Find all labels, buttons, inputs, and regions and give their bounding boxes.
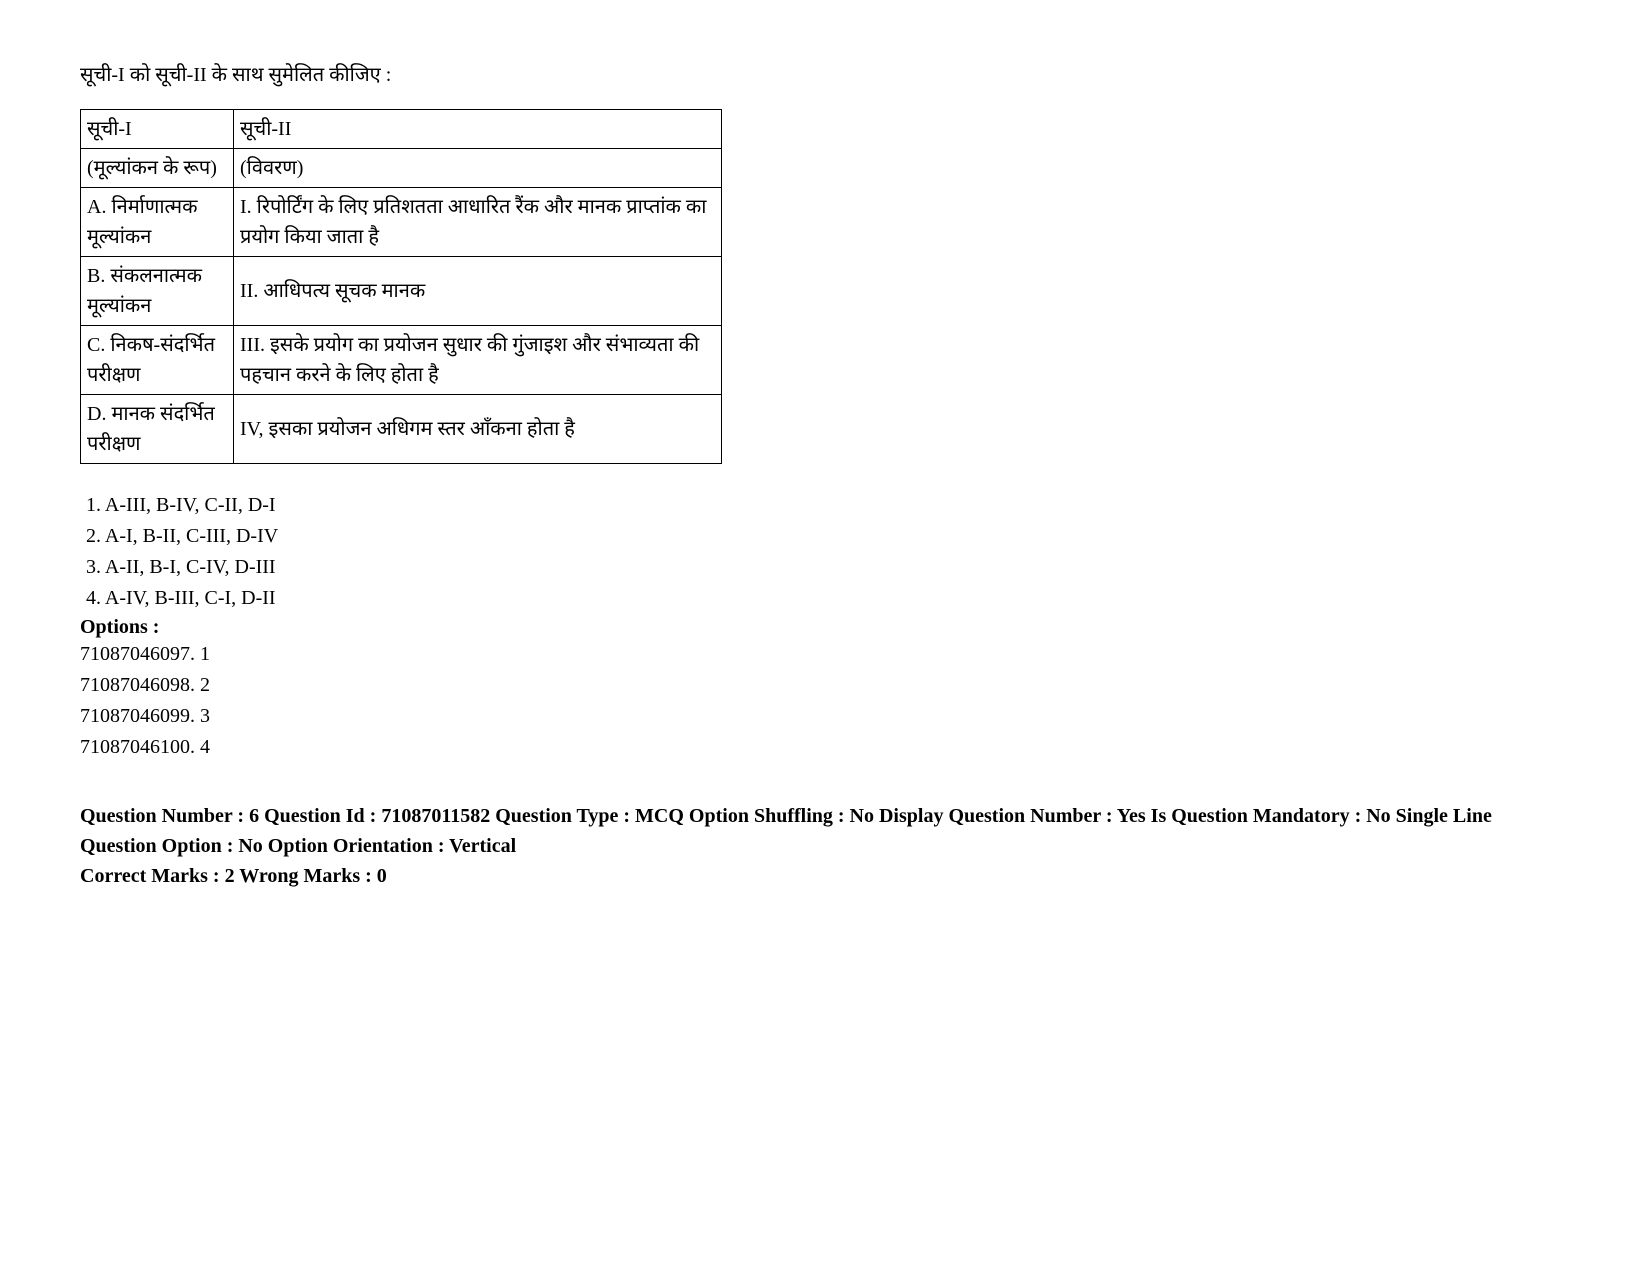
table-row: B. संकलनात्मक मूल्यांकन II. आधिपत्य सूचक… [81,257,722,326]
table-cell: सूची-I [81,110,234,149]
table-row: C. निकष-संदर्भित परीक्षण III. इसके प्रयो… [81,326,722,395]
table-cell: I. रिपोर्टिंग के लिए प्रतिशतता आधारित रै… [234,188,722,257]
table-cell: (विवरण) [234,149,722,188]
table-cell: II. आधिपत्य सूचक मानक [234,257,722,326]
table-cell: III. इसके प्रयोग का प्रयोजन सुधार की गुं… [234,326,722,395]
meta-line: Question Number : 6 Question Id : 710870… [80,801,1570,861]
table-row: सूची-I सूची-II [81,110,722,149]
option-item: 71087046100. 4 [80,732,1570,763]
table-cell: (मूल्यांकन के रूप) [81,149,234,188]
choice-item: 2. A-I, B-II, C-III, D-IV [86,521,1570,552]
match-table: सूची-I सूची-II (मूल्यांकन के रूप) (विवरण… [80,109,722,464]
table-cell: B. संकलनात्मक मूल्यांकन [81,257,234,326]
question-instruction: सूची-I को सूची-II के साथ सुमेलित कीजिए : [80,60,1570,87]
options-list: 71087046097. 1 71087046098. 2 7108704609… [80,639,1570,763]
table-cell: A. निर्माणात्मक मूल्यांकन [81,188,234,257]
option-item: 71087046098. 2 [80,670,1570,701]
table-row: D. मानक संदर्भित परीक्षण IV, इसका प्रयोज… [81,395,722,464]
meta-line: Correct Marks : 2 Wrong Marks : 0 [80,861,1570,891]
table-cell: D. मानक संदर्भित परीक्षण [81,395,234,464]
table-cell: सूची-II [234,110,722,149]
table-row: (मूल्यांकन के रूप) (विवरण) [81,149,722,188]
answer-choices: 1. A-III, B-IV, C-II, D-I 2. A-I, B-II, … [86,490,1570,614]
table-cell: IV, इसका प्रयोजन अधिगम स्तर आँकना होता ह… [234,395,722,464]
table-cell: C. निकष-संदर्भित परीक्षण [81,326,234,395]
choice-item: 4. A-IV, B-III, C-I, D-II [86,583,1570,614]
choice-item: 3. A-II, B-I, C-IV, D-III [86,552,1570,583]
option-item: 71087046097. 1 [80,639,1570,670]
question-metadata: Question Number : 6 Question Id : 710870… [80,801,1570,891]
table-row: A. निर्माणात्मक मूल्यांकन I. रिपोर्टिंग … [81,188,722,257]
choice-item: 1. A-III, B-IV, C-II, D-I [86,490,1570,521]
option-item: 71087046099. 3 [80,701,1570,732]
options-heading: Options : [80,616,1570,639]
